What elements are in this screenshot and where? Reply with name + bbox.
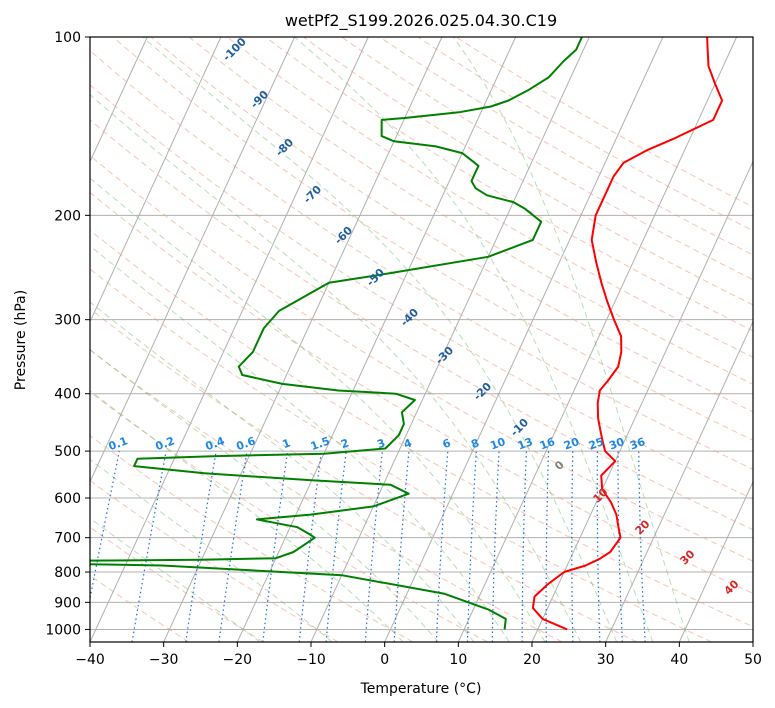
x-tick-label: −20 <box>223 652 253 668</box>
dry-adiabat <box>90 435 414 642</box>
mixing-ratio-label: 13 <box>516 435 535 452</box>
mixing-ratio-line <box>545 451 550 642</box>
isotherm-line <box>90 37 369 642</box>
mixing-ratio-label: 3 <box>375 436 387 451</box>
series-layer <box>90 37 724 631</box>
x-tick-label: −40 <box>75 652 105 668</box>
mixing-ratio-line <box>325 451 347 642</box>
dry-adiabat <box>188 37 753 385</box>
mixing-ratio-line <box>638 451 646 642</box>
mixing-ratio-line <box>218 451 248 642</box>
mixing-ratio-label: 0.6 <box>234 434 257 453</box>
y-axis: 100 200 300 400 500 600 700 800 900 1000 <box>45 30 90 638</box>
x-axis-label: Temperature (°C) <box>360 681 482 697</box>
y-tick-label: 400 <box>54 387 81 403</box>
dry-adiabat <box>90 391 488 642</box>
y-tick-label: 500 <box>54 444 81 460</box>
mixing-ratio-label: 0.4 <box>204 434 227 453</box>
moist-adiabat <box>90 389 404 642</box>
mixing-ratio-line <box>571 451 574 642</box>
moist-adiabat <box>90 245 510 642</box>
y-axis-label: Pressure (hPa) <box>13 290 29 390</box>
dry-adiabat <box>90 480 339 642</box>
reference-lines <box>90 37 753 642</box>
x-axis: −40 −30 −20 −10 0 10 20 30 40 50 <box>75 642 762 668</box>
dry-adiabat <box>90 308 638 642</box>
mixing-ratio-label: 16 <box>538 435 557 453</box>
y-tick-label: 900 <box>54 595 81 611</box>
isotherm-line <box>90 37 296 484</box>
mixing-ratio-line <box>466 451 477 642</box>
mixing-ratio-line <box>596 451 601 642</box>
isotherm-line <box>163 37 443 642</box>
y-tick-label: 800 <box>54 565 81 581</box>
dry-adiabat <box>90 155 753 562</box>
moist-adiabat <box>142 37 618 642</box>
moist-adiabat <box>90 517 261 642</box>
moist-adiabat <box>90 93 582 642</box>
x-tick-label: −30 <box>149 652 179 668</box>
dewpoint-line <box>90 37 583 630</box>
plot-frame <box>89 36 754 643</box>
dry-adiabat <box>90 119 753 531</box>
mixing-ratio-label: 6 <box>441 436 453 451</box>
dry-adiabat <box>90 229 753 628</box>
x-tick-label: −10 <box>296 652 326 668</box>
dry-adiabat <box>90 84 753 500</box>
dry-adiabat <box>150 37 753 413</box>
mixing-ratio-line <box>521 451 527 642</box>
isotherm-line <box>90 37 222 323</box>
dry-adiabat <box>90 349 563 642</box>
moist-adiabat <box>452 37 690 642</box>
x-tick-label: 30 <box>597 652 615 668</box>
mixing-ratio-label: 1.5 <box>309 434 332 453</box>
x-tick-label: 10 <box>449 652 467 668</box>
isotherm-line <box>531 160 753 642</box>
mixing-ratio-label: 36 <box>628 435 647 453</box>
mixing-ratio-line <box>617 451 623 642</box>
mixing-ratio-label: 10 <box>488 435 507 453</box>
mixing-ratio-line <box>262 451 289 642</box>
moist-adiabat <box>294 37 654 642</box>
isotherm-line <box>384 37 664 642</box>
y-tick-label: 300 <box>54 313 81 329</box>
isotherm-line <box>457 37 738 642</box>
mixing-ratio-label: 20 <box>562 435 581 453</box>
isotherm-line <box>678 480 753 642</box>
y-tick-label: 100 <box>54 30 81 46</box>
mixing-ratio-label: 2 <box>339 436 351 451</box>
mixing-ratio-label: 0.2 <box>154 434 177 453</box>
mixing-ratio-line <box>435 451 449 642</box>
chart-title: wetPf2_S199.2026.025.04.30.C19 <box>285 11 557 31</box>
y-tick-label: 700 <box>54 531 81 547</box>
plot-area <box>90 37 753 642</box>
mixing-ratio-line <box>131 450 167 642</box>
x-tick-label: 20 <box>523 652 541 668</box>
mixing-ratio-line <box>393 451 410 642</box>
mixing-ratio-line <box>364 451 383 642</box>
mixing-ratio-label: 4 <box>402 436 414 451</box>
moist-adiabat <box>90 177 546 642</box>
mixing-ratio-label: 0.1 <box>107 434 130 453</box>
x-tick-label: 40 <box>670 652 688 668</box>
moist-adiabat <box>90 301 475 642</box>
y-tick-label: 600 <box>54 491 81 507</box>
x-tick-label: 0 <box>380 652 389 668</box>
isotherm-line <box>605 320 753 642</box>
mixing-ratio-line <box>298 451 322 642</box>
dry-adiabat <box>303 37 753 306</box>
mixing-ratio-label: 8 <box>469 436 481 451</box>
mixing-ratio-line <box>185 450 217 642</box>
mixing-ratio-label: 30 <box>607 435 626 453</box>
mixing-ratio-line <box>491 451 500 642</box>
y-tick-label: 1000 <box>45 622 81 638</box>
y-tick-label: 200 <box>54 208 81 224</box>
isotherm-line <box>236 37 517 642</box>
x-tick-label: 50 <box>744 652 762 668</box>
mixing-ratio-label: 1 <box>281 436 293 451</box>
mixing-ratio-label: 25 <box>587 435 606 452</box>
temperature-line <box>531 37 724 631</box>
isotherm-line <box>90 37 148 163</box>
